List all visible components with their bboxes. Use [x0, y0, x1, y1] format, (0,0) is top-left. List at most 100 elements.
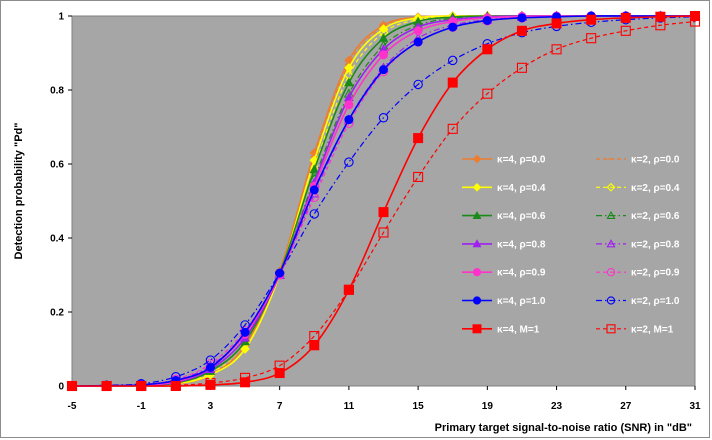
- y-tick-label: 1: [58, 12, 64, 23]
- x-tick-label: -1: [137, 401, 146, 412]
- data-point: [413, 171, 424, 182]
- data-point: [343, 284, 354, 295]
- legend-label: κ=4, ρ=0.0: [497, 155, 546, 166]
- data-point: [309, 185, 319, 195]
- data-point: [344, 115, 354, 125]
- x-tick-label: 27: [620, 401, 632, 412]
- data-point: [205, 363, 215, 372]
- legend-item: κ=4, ρ=0.9: [462, 268, 546, 279]
- data-point: [690, 11, 700, 21]
- data-point: [379, 50, 388, 60]
- y-tick-label: 0: [58, 382, 64, 393]
- legend: κ=4, ρ=0.0 κ=2, ρ=0.0 κ=4, ρ=0.4 κ=2, ρ=0.4…: [462, 155, 680, 335]
- data-point: [620, 25, 631, 36]
- data-point: [517, 13, 527, 23]
- legend-label: κ=4, ρ=0.8: [497, 239, 546, 250]
- legend-item: κ=2, ρ=0.4: [596, 183, 680, 194]
- data-point: [240, 344, 250, 354]
- legend-label: κ=4, ρ=1.0: [497, 296, 546, 307]
- data-point: [275, 268, 285, 278]
- data-point: [472, 239, 482, 248]
- x-tick-label: 19: [482, 401, 494, 412]
- data-point: [447, 77, 458, 88]
- legend-label: κ=2, ρ=0.6: [631, 211, 680, 222]
- data-point: [378, 113, 389, 123]
- data-point: [344, 100, 354, 110]
- data-point: [516, 62, 527, 73]
- data-point: [67, 381, 77, 391]
- legend-label: κ=2, ρ=0.0: [631, 155, 680, 166]
- legend-label: κ=2, ρ=1.0: [631, 296, 680, 307]
- data-point: [447, 55, 458, 66]
- legend-item: κ=2, M=1: [596, 324, 674, 335]
- series-12: [67, 11, 700, 391]
- data-point: [379, 65, 388, 75]
- data-point: [606, 268, 616, 277]
- data-point: [378, 207, 389, 218]
- legend-label: κ=2, ρ=0.9: [631, 268, 680, 279]
- x-tick-label: 23: [551, 401, 563, 412]
- data-point: [606, 210, 616, 220]
- y-tick-label: 0.6: [50, 160, 64, 171]
- legend-item: κ=2, ρ=0.8: [596, 239, 680, 250]
- data-point: [413, 37, 423, 47]
- data-point: [482, 44, 493, 55]
- data-point: [620, 12, 631, 23]
- data-point: [586, 33, 597, 44]
- data-point: [413, 26, 423, 36]
- data-point: [606, 324, 616, 334]
- legend-label: κ=4, ρ=0.6: [497, 211, 546, 222]
- y-tick-label: 0.4: [50, 234, 64, 245]
- data-point: [344, 63, 354, 73]
- data-point: [472, 182, 482, 192]
- legend-label: κ=2, M=1: [631, 324, 674, 335]
- plot-area: [71, 15, 696, 387]
- data-point: [655, 11, 666, 22]
- data-point: [344, 77, 354, 87]
- data-point: [378, 24, 389, 34]
- legend-label: κ=4, ρ=0.9: [497, 268, 546, 279]
- data-point: [472, 154, 482, 164]
- legend-label: κ=2, ρ=0.4: [631, 183, 680, 194]
- legend-label: κ=4, ρ=0.4: [497, 183, 546, 194]
- data-point: [472, 296, 482, 305]
- data-point: [136, 381, 147, 391]
- legend-item: κ=4, ρ=1.0: [462, 296, 546, 307]
- data-point: [309, 340, 320, 351]
- data-point: [472, 268, 482, 277]
- data-point: [482, 88, 493, 99]
- data-point: [551, 18, 562, 29]
- series-line: [71, 15, 695, 387]
- data-point: [606, 296, 616, 305]
- y-axis-title: Detection probability "Pd": [13, 123, 25, 260]
- data-point: [551, 44, 562, 55]
- data-point: [472, 324, 482, 334]
- legend-item: κ=4, ρ=0.0: [462, 155, 546, 166]
- legend-item: κ=4, ρ=0.6: [462, 210, 546, 222]
- data-point: [378, 33, 389, 42]
- data-point: [309, 209, 320, 219]
- data-point: [101, 381, 112, 391]
- data-point: [344, 157, 354, 167]
- data-point: [413, 133, 424, 144]
- data-point: [448, 22, 458, 32]
- data-point: [378, 227, 389, 238]
- x-tick-label: 15: [413, 401, 425, 412]
- data-point: [413, 79, 423, 90]
- data-point: [274, 368, 285, 379]
- data-point: [240, 327, 250, 337]
- x-tick-label: -5: [68, 401, 77, 412]
- x-tick-label: 3: [208, 401, 214, 412]
- y-tick-label: 0.8: [50, 86, 64, 97]
- data-point: [309, 164, 320, 174]
- data-point: [586, 14, 597, 25]
- data-point: [516, 25, 527, 36]
- legend-item: κ=4, ρ=0.4: [462, 183, 546, 194]
- data-point: [606, 239, 616, 248]
- legend-item: κ=2, ρ=1.0: [596, 296, 680, 307]
- legend-label: κ=2, ρ=0.8: [631, 239, 680, 250]
- data-point: [482, 15, 492, 25]
- legend-item: κ=2, ρ=0.9: [596, 268, 680, 279]
- y-tick-label: 0.2: [50, 308, 64, 319]
